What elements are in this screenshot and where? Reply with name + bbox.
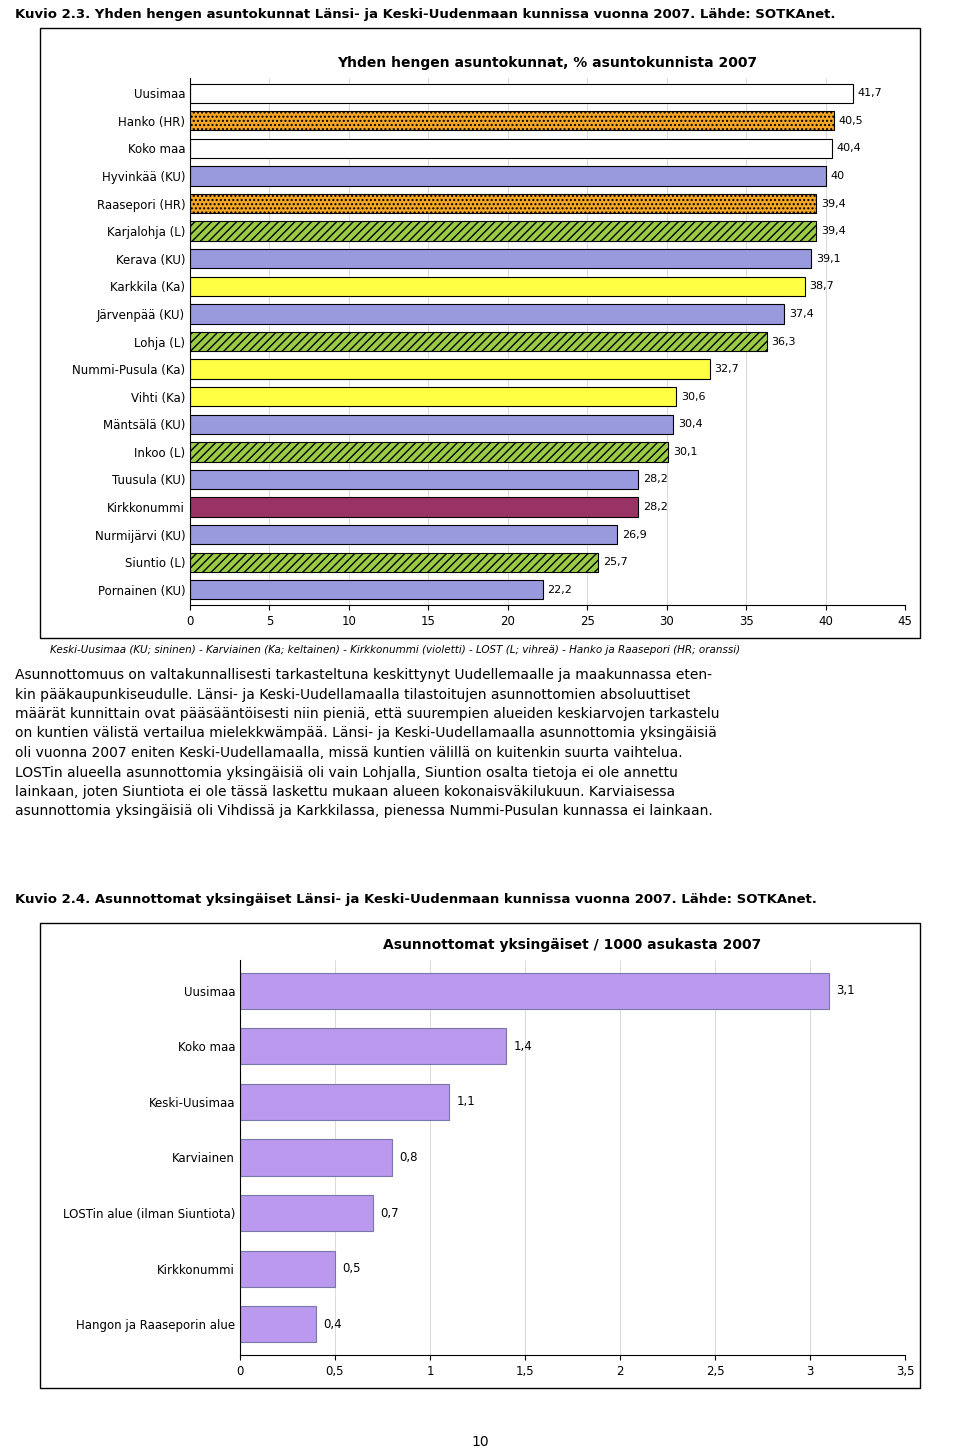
Text: 1,1: 1,1	[457, 1096, 475, 1109]
Bar	[240, 1251, 335, 1287]
Bar	[190, 498, 638, 517]
Bar	[190, 167, 826, 186]
Bar	[240, 1196, 373, 1232]
Text: 32,7: 32,7	[714, 364, 739, 374]
Text: 39,4: 39,4	[821, 199, 846, 209]
Bar	[190, 553, 598, 572]
Bar	[240, 1306, 316, 1342]
Bar	[240, 972, 829, 1008]
Text: 0,8: 0,8	[399, 1151, 419, 1164]
Bar	[190, 470, 638, 489]
Text: 41,7: 41,7	[857, 89, 882, 99]
Bar	[240, 1029, 506, 1065]
Text: Kuvio 2.3. Yhden hengen asuntokunnat Länsi- ja Keski-Uudenmaan kunnissa vuonna 2: Kuvio 2.3. Yhden hengen asuntokunnat Län…	[15, 9, 835, 20]
Bar	[190, 305, 784, 324]
Text: 28,2: 28,2	[643, 502, 668, 512]
Text: 40,4: 40,4	[837, 144, 861, 154]
Bar	[190, 222, 816, 241]
Text: 28,2: 28,2	[643, 474, 668, 485]
Text: Asunnottomuus on valtakunnallisesti tarkasteltuna keskittynyt Uudellemaalle ja m: Asunnottomuus on valtakunnallisesti tark…	[15, 667, 719, 818]
Text: 30,6: 30,6	[681, 392, 706, 402]
Text: Keski-Uusimaa (KU; sininen) - Karviainen (Ka; keltainen) - Kirkkonummi (violetti: Keski-Uusimaa (KU; sininen) - Karviainen…	[50, 646, 740, 654]
Text: 0,7: 0,7	[380, 1207, 399, 1220]
Bar	[190, 250, 811, 268]
Text: 0,4: 0,4	[324, 1318, 342, 1331]
Bar	[190, 387, 676, 406]
Text: 25,7: 25,7	[603, 557, 628, 567]
Title: Asunnottomat yksingäiset / 1000 asukasta 2007: Asunnottomat yksingäiset / 1000 asukasta…	[383, 937, 761, 952]
Text: 38,7: 38,7	[809, 281, 834, 292]
Bar	[190, 443, 668, 461]
Text: Kuvio 2.4. Asunnottomat yksingäiset Länsi- ja Keski-Uudenmaan kunnissa vuonna 20: Kuvio 2.4. Asunnottomat yksingäiset Läns…	[15, 892, 817, 905]
Title: Yhden hengen asuntokunnat, % asuntokunnista 2007: Yhden hengen asuntokunnat, % asuntokunni…	[337, 57, 757, 70]
Text: 3,1: 3,1	[836, 984, 855, 997]
Bar	[190, 360, 709, 379]
Text: 0,5: 0,5	[343, 1262, 361, 1275]
Text: 39,4: 39,4	[821, 226, 846, 237]
Bar	[190, 112, 833, 131]
Text: 10: 10	[471, 1435, 489, 1450]
Bar	[190, 580, 542, 599]
Text: 36,3: 36,3	[772, 337, 796, 347]
Text: 37,4: 37,4	[789, 309, 814, 319]
Text: 26,9: 26,9	[622, 530, 647, 540]
Text: 30,1: 30,1	[673, 447, 698, 457]
Text: 1,4: 1,4	[514, 1040, 533, 1053]
Bar	[240, 1084, 449, 1120]
Bar	[190, 139, 832, 158]
Bar	[190, 194, 816, 213]
Bar	[190, 525, 617, 544]
Text: 40: 40	[830, 171, 845, 181]
Text: 39,1: 39,1	[816, 254, 841, 264]
Text: 22,2: 22,2	[547, 585, 572, 595]
Bar	[190, 415, 673, 434]
Bar	[240, 1139, 392, 1175]
Bar	[190, 332, 767, 351]
Text: 30,4: 30,4	[678, 419, 703, 429]
Text: 40,5: 40,5	[838, 116, 863, 126]
Bar	[190, 277, 804, 296]
Bar	[190, 84, 852, 103]
